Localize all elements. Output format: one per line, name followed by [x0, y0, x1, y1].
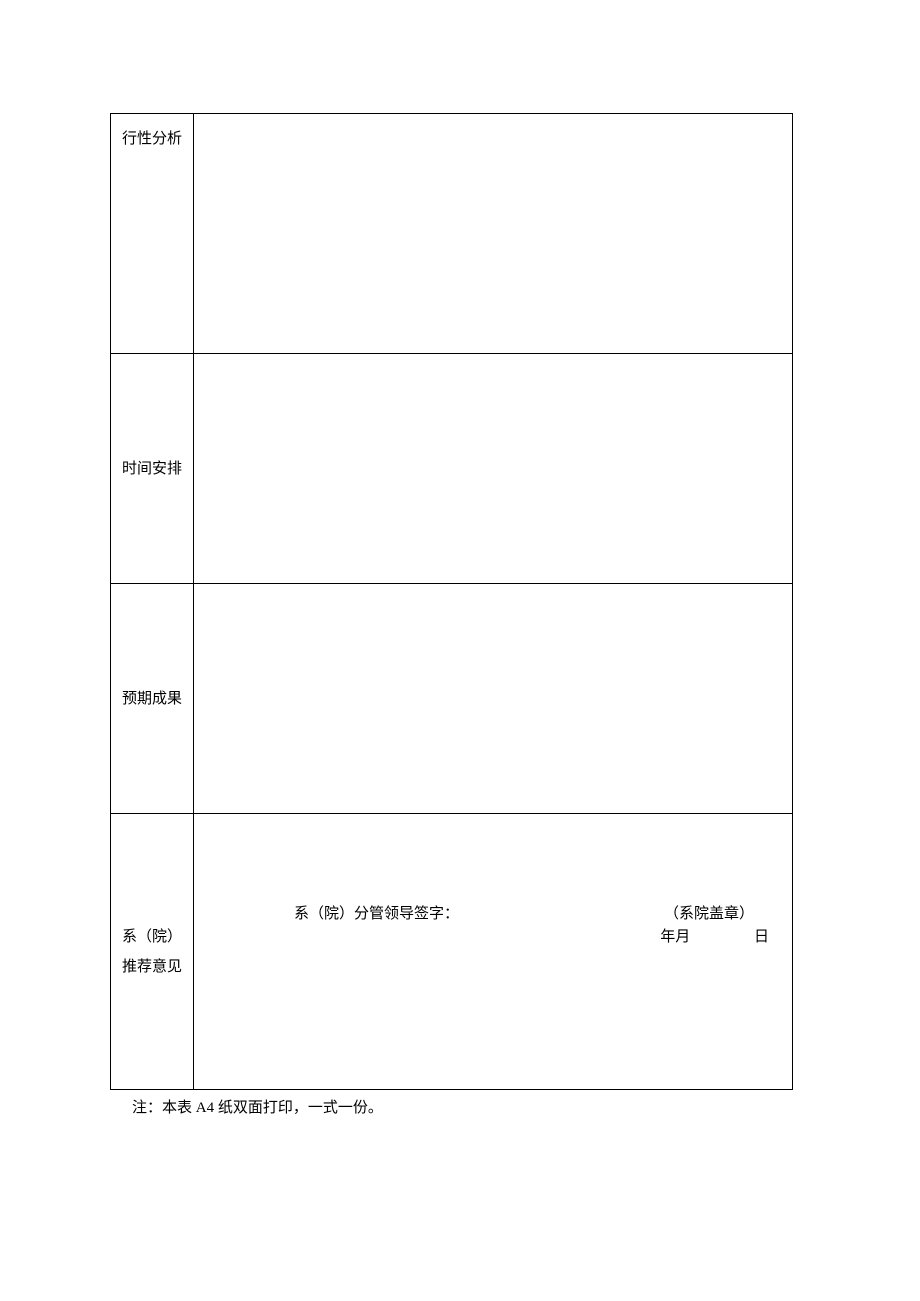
row-content-recommendation: 系（院）分管领导签字： （系院盖章） 年月 日 [194, 814, 793, 1090]
table-row: 时间安排 [111, 354, 793, 584]
row-label-schedule: 时间安排 [111, 354, 194, 584]
footer-note: 注：本表 A4 纸双面打印，一式一份。 [132, 1096, 793, 1117]
row-label-recommendation: 系（院）推荐意见 [111, 814, 194, 1090]
row-content-feasibility [194, 114, 793, 354]
row-content-schedule [194, 354, 793, 584]
form-table: 行性分析 时间安排 预期成果 系（院）推荐意见 系（院）分管领导签字： （系院盖… [110, 113, 793, 1090]
table-row: 行性分析 [111, 114, 793, 354]
date-year-month: 年月 [660, 929, 690, 945]
row-content-outcome [194, 584, 793, 814]
date-line: 年月 日 [660, 925, 769, 946]
date-day: 日 [754, 929, 769, 945]
table-row: 系（院）推荐意见 系（院）分管领导签字： （系院盖章） 年月 日 [111, 814, 793, 1090]
row-label-feasibility: 行性分析 [111, 114, 194, 354]
row-label-outcome: 预期成果 [111, 584, 194, 814]
table-row: 预期成果 [111, 584, 793, 814]
leader-signature-label: 系（院）分管领导签字： [294, 902, 459, 923]
form-table-container: 行性分析 时间安排 预期成果 系（院）推荐意见 系（院）分管领导签字： （系院盖… [110, 113, 793, 1117]
stamp-label: （系院盖章） [664, 902, 754, 923]
